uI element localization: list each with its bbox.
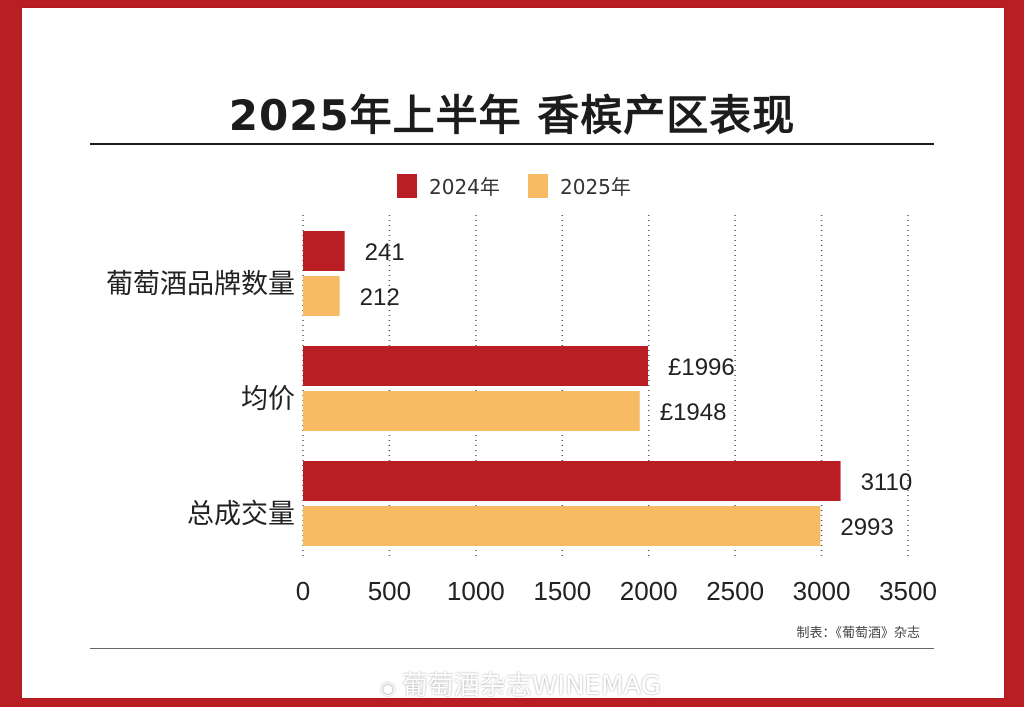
footer-divider (90, 648, 934, 649)
x-tick-label: 1000 (447, 576, 505, 606)
bar-2025 (303, 276, 340, 316)
category-label: 总成交量 (187, 499, 295, 530)
weibo-icon: ◉ (380, 678, 396, 699)
bar-2024 (303, 346, 649, 386)
x-tick-label: 500 (368, 576, 411, 606)
bar-2025 (303, 391, 640, 431)
x-tick-label: 0 (296, 576, 310, 606)
chart-title: 2025年上半年 香槟产区表现 (228, 91, 796, 140)
x-tick-label: 3500 (879, 576, 937, 606)
x-tick-label: 2500 (706, 576, 764, 606)
data-label: 212 (360, 284, 400, 311)
category-label: 葡萄酒品牌数量 (106, 269, 295, 300)
category-label: 均价 (241, 384, 295, 415)
x-tick-label: 2000 (620, 576, 678, 606)
legend-swatch (528, 174, 548, 198)
weibo-watermark: ◉ 葡萄酒杂志WINEMAG (380, 665, 661, 702)
legend-swatch (397, 174, 417, 198)
source-note: 制表：《葡萄酒》杂志 (796, 626, 920, 641)
watermark-text: 葡萄酒杂志WINEMAG (401, 671, 661, 701)
data-label: £1996 (668, 354, 735, 381)
data-label: 241 (365, 239, 405, 266)
x-tick-label: 3000 (793, 576, 851, 606)
bar-2024 (303, 231, 345, 271)
bar-2025 (303, 506, 821, 546)
data-label: 2993 (840, 514, 893, 541)
data-label: 3110 (861, 469, 913, 496)
title-divider (90, 143, 934, 145)
legend-label: 2025年 (560, 175, 631, 199)
data-label: £1948 (660, 399, 727, 426)
x-tick-label: 1500 (533, 576, 591, 606)
bar-2024 (303, 461, 841, 501)
legend-label: 2024年 (429, 175, 500, 199)
